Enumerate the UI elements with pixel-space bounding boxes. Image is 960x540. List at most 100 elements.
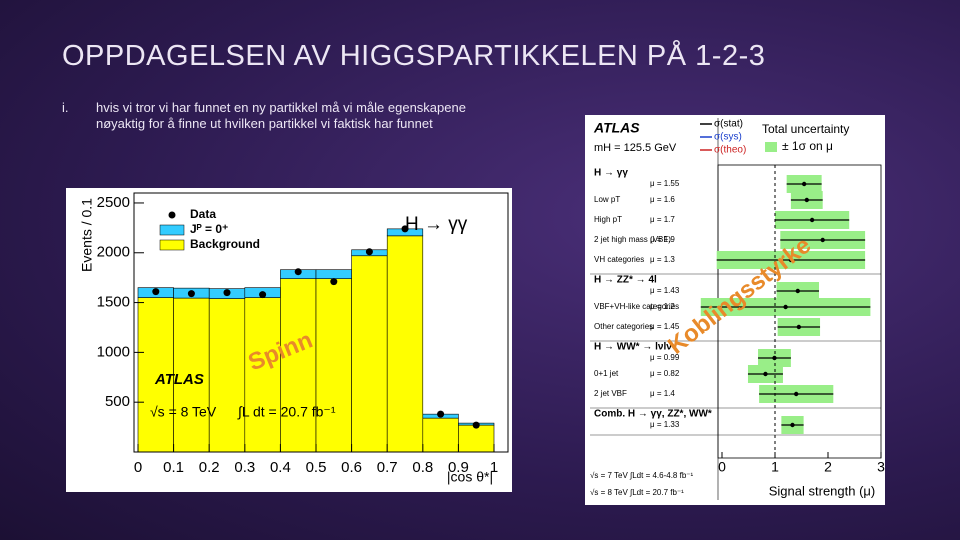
hist-bar bbox=[280, 278, 317, 453]
data-point bbox=[437, 410, 445, 418]
group-label: H → ZZ* → 4l bbox=[594, 275, 657, 286]
x-axis-label: Signal strength (μ) bbox=[769, 483, 875, 498]
hist-bar bbox=[208, 298, 246, 453]
hist-bar bbox=[137, 297, 174, 453]
value-label: μ = 0.82 bbox=[650, 369, 680, 378]
row-label: Other categories bbox=[594, 322, 653, 331]
band-label: ± 1σ on μ bbox=[782, 139, 833, 153]
footnote: √s = 8 TeV ∫Ldt = 20.7 fb⁻¹ bbox=[590, 488, 684, 497]
y-tick-label: 2500 bbox=[97, 194, 130, 211]
hist-bar bbox=[458, 424, 495, 453]
point bbox=[809, 217, 815, 223]
footnote: √s = 7 TeV ∫Ldt = 4.6-4.8 fb⁻¹ bbox=[590, 471, 693, 480]
y-tick-label: 500 bbox=[105, 393, 130, 410]
data-point bbox=[259, 291, 267, 299]
value-label: μ = 0.99 bbox=[650, 353, 680, 362]
value-label: μ = 1.7 bbox=[650, 215, 675, 224]
hist-bar bbox=[386, 235, 424, 453]
value-label: μ = 1.33 bbox=[650, 420, 680, 429]
point bbox=[772, 355, 777, 361]
legend-swatch bbox=[159, 224, 185, 236]
slide-title: OPPDAGELSEN AV HIGGSPARTIKKELEN PÅ 1-2-3 bbox=[62, 40, 766, 72]
value-label: μ = 1.4 bbox=[650, 389, 675, 398]
value-label: μ = 1.43 bbox=[650, 286, 680, 295]
hist-bar bbox=[315, 269, 352, 279]
data-point bbox=[223, 289, 231, 297]
row-label: 2 jet high mass (VBF) bbox=[594, 235, 671, 244]
value-label: μ = 1.9 bbox=[650, 235, 675, 244]
row-label: 2 jet VBF bbox=[594, 389, 627, 398]
x-tick-label: 0.6 bbox=[341, 459, 362, 476]
plot-frame bbox=[133, 192, 509, 453]
point bbox=[783, 304, 788, 310]
value-label: μ = 1.2 bbox=[650, 302, 675, 311]
x-tick-label: 3 bbox=[877, 459, 885, 475]
point bbox=[790, 422, 795, 428]
annotation: √s = 8 TeV bbox=[150, 404, 217, 420]
row-label: VH categories bbox=[594, 255, 644, 264]
subtitle: mH = 125.5 GeV bbox=[594, 142, 677, 154]
x-tick-label: 1 bbox=[771, 459, 779, 475]
row-label: High pT bbox=[594, 215, 622, 224]
point bbox=[794, 391, 799, 397]
x-tick-label: 0 bbox=[134, 459, 142, 476]
point bbox=[801, 181, 807, 187]
legend-label: σ(theo) bbox=[714, 145, 746, 156]
group-label: H → WW* → lνlν bbox=[594, 342, 672, 353]
bullet-marker: i. bbox=[62, 100, 69, 115]
legend-label: σ(stat) bbox=[714, 119, 743, 130]
data-point bbox=[152, 288, 160, 296]
annotation: ∫L dt = 20.7 fb⁻¹ bbox=[237, 404, 336, 420]
legend-label: Data bbox=[190, 207, 216, 221]
y-tick-label: 1500 bbox=[97, 294, 130, 311]
x-tick-label: 0.7 bbox=[377, 459, 398, 476]
data-point bbox=[294, 268, 302, 276]
point bbox=[795, 288, 800, 294]
band-title: Total uncertainty bbox=[762, 122, 849, 136]
data-point bbox=[472, 421, 480, 429]
data-point bbox=[187, 290, 195, 298]
legend-swatch bbox=[159, 239, 185, 251]
legend-label: Jᴾ = 0⁺ bbox=[190, 222, 228, 236]
value-label: μ = 1.45 bbox=[650, 322, 680, 331]
legend-label: σ(sys) bbox=[714, 132, 742, 143]
x-tick-label: 0.3 bbox=[234, 459, 255, 476]
y-tick-label: 1000 bbox=[97, 343, 130, 360]
x-tick-label: 0.4 bbox=[270, 459, 291, 476]
bullet-text: hvis vi tror vi har funnet en ny partikk… bbox=[96, 100, 466, 131]
x-tick-label: 0.5 bbox=[306, 459, 327, 476]
row-label: Low pT bbox=[594, 195, 620, 204]
x-tick-label: 0.8 bbox=[412, 459, 433, 476]
y-axis-label: Events / 0.1 bbox=[79, 198, 95, 272]
x-tick-label: 0.2 bbox=[199, 459, 220, 476]
point bbox=[804, 197, 809, 203]
x-axis-label: |cos θ*| bbox=[447, 469, 493, 485]
hist-bar bbox=[244, 297, 281, 453]
row-label: VBF+VH-like categories bbox=[594, 302, 679, 311]
experiment: ATLAS bbox=[593, 120, 640, 136]
hist-bar bbox=[315, 278, 352, 453]
legend-label: Background bbox=[190, 237, 260, 251]
hist-bar bbox=[351, 255, 388, 453]
chart-title: H → γγ bbox=[405, 214, 468, 235]
value-label: μ = 1.55 bbox=[650, 179, 680, 188]
y-tick-label: 2000 bbox=[97, 244, 130, 261]
x-tick-label: 0.1 bbox=[163, 459, 184, 476]
legend-swatch bbox=[765, 142, 777, 152]
x-tick-label: 1 bbox=[490, 459, 498, 476]
data-point bbox=[401, 225, 409, 233]
data-point bbox=[365, 248, 373, 256]
point bbox=[796, 324, 802, 330]
value-label: μ = 1.6 bbox=[650, 195, 675, 204]
point bbox=[763, 371, 768, 377]
point bbox=[820, 237, 825, 243]
legend-swatch bbox=[168, 211, 176, 219]
group-label: Comb. H → γγ, ZZ*, WW* bbox=[594, 409, 712, 420]
x-tick-label: 0.9 bbox=[448, 459, 469, 476]
value-label: μ = 1.3 bbox=[650, 255, 675, 264]
hist-bar bbox=[173, 297, 210, 453]
hist-bar bbox=[422, 417, 459, 453]
experiment: ATLAS bbox=[154, 371, 204, 388]
